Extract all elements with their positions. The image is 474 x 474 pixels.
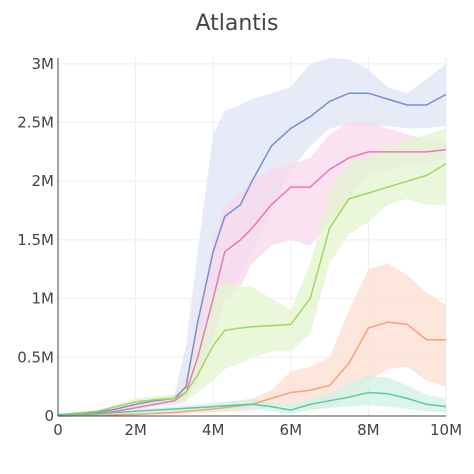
series-3-band bbox=[58, 263, 446, 416]
series-2-line bbox=[57, 162, 447, 416]
x-tick-label: 8M bbox=[357, 421, 380, 439]
y-tick-label: 2.5M bbox=[17, 114, 54, 132]
axes bbox=[57, 58, 446, 417]
y-tick-label: 2M bbox=[32, 172, 55, 190]
x-tick-label: 4M bbox=[202, 421, 225, 439]
tick-labels: 0 2M 4M 6M 8M 10M 0 0.5M 1M 1.5M 2M 2.5M 3M bbox=[17, 55, 462, 439]
series-4-line bbox=[57, 391, 447, 416]
x-tick-label: 6M bbox=[280, 421, 303, 439]
series-3-line bbox=[57, 321, 446, 417]
series-4-band bbox=[58, 376, 446, 416]
x-tick-label: 10M bbox=[430, 421, 462, 439]
y-tick-label: 0.5M bbox=[17, 348, 54, 366]
y-tick-label: 3M bbox=[32, 55, 55, 73]
series-1-line bbox=[57, 148, 447, 417]
x-tick-label: 2M bbox=[124, 421, 147, 439]
x-tick-label: 0 bbox=[53, 421, 63, 439]
y-tick-label: 1M bbox=[32, 290, 55, 308]
chart-title: Atlantis bbox=[195, 11, 278, 36]
series-0-line bbox=[57, 92, 447, 416]
y-tick-label: 1.5M bbox=[17, 231, 54, 249]
confidence-bands bbox=[58, 58, 446, 416]
y-tick-label: 0 bbox=[44, 407, 54, 425]
series-lines bbox=[57, 92, 447, 417]
